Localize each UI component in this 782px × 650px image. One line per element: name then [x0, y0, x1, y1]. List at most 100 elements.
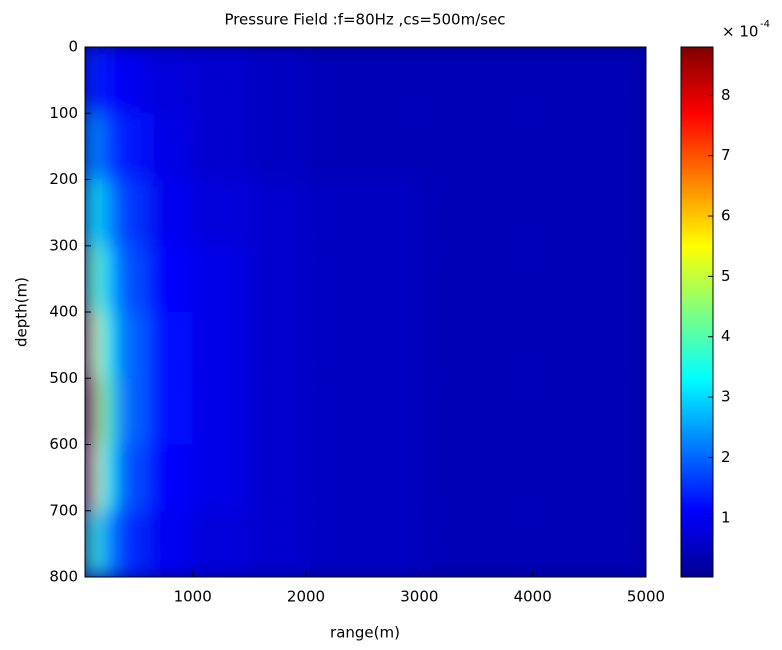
heatmap-cell [249, 312, 306, 379]
heatmap-cell [147, 179, 193, 246]
heatmap-cell [147, 444, 193, 511]
heatmap-cell [306, 378, 420, 445]
colorbar-tick-label: 8 [721, 86, 731, 104]
y-tick-label: 200 [49, 170, 78, 188]
heatmap-cell [192, 47, 250, 114]
heatmap-cell [96, 245, 114, 312]
heatmap-field [85, 47, 646, 577]
heatmap-cell [532, 444, 646, 511]
colorbar-tick-label: 7 [721, 146, 731, 164]
heatmap-cell [306, 179, 420, 246]
heatmap-cell [96, 510, 114, 577]
colorbar [680, 46, 714, 578]
y-tick-label: 800 [49, 568, 78, 586]
heatmap-cell [306, 510, 420, 577]
colorbar-tick-label: 3 [721, 388, 731, 406]
colorbar-tick-label: 5 [721, 267, 731, 285]
x-tick-label: 1000 [174, 588, 212, 606]
heatmap-cell [306, 113, 420, 180]
heatmap-cell [192, 510, 250, 577]
heatmap-cell [147, 312, 193, 379]
heatmap-cell [532, 113, 646, 180]
heatmap-cells [85, 47, 646, 577]
heatmap-cell [85, 179, 97, 246]
heatmap-cell [147, 510, 193, 577]
y-tick-label: 300 [49, 236, 78, 254]
heatmap-cell [113, 245, 148, 312]
heatmap-cell [532, 245, 646, 312]
heatmap-cell [419, 179, 533, 246]
colorbar-tick-label: 2 [721, 448, 731, 466]
heatmap-cell [96, 113, 114, 180]
y-tick-label: 0 [68, 38, 78, 56]
heatmap-cell [249, 444, 306, 511]
heatmap-cell [532, 47, 646, 114]
heatmap-cell [532, 378, 646, 445]
x-tick-label: 3000 [400, 588, 438, 606]
x-tick-label: 2000 [287, 588, 325, 606]
heatmap-cell [532, 312, 646, 379]
heatmap-cell [306, 444, 420, 511]
heatmap-cell [85, 312, 97, 379]
heatmap-cell [249, 113, 306, 180]
heatmap-cell [419, 444, 533, 511]
heatmap-cell [249, 510, 306, 577]
heatmap-cell [96, 312, 114, 379]
colorbar-exponent: -4 [760, 19, 770, 30]
heatmap-cell [192, 444, 250, 511]
heatmap-cell [113, 312, 148, 379]
heatmap-cell [192, 312, 250, 379]
heatmap-cell [113, 444, 148, 511]
y-tick-label: 700 [49, 501, 78, 519]
heatmap-cell [96, 179, 114, 246]
heatmap-cell [147, 378, 193, 445]
y-axis-label: depth(m) [13, 277, 31, 347]
heatmap-cell [192, 179, 250, 246]
x-tick-label: 5000 [627, 588, 665, 606]
heatmap-cell [306, 312, 420, 379]
heatmap-cell [192, 245, 250, 312]
heatmap-cell [96, 47, 114, 114]
colorbar-tick-label: 4 [721, 327, 731, 345]
heatmap-cell [113, 510, 148, 577]
y-tick-label: 100 [49, 104, 78, 122]
heatmap-cell [419, 47, 533, 114]
heatmap-cell [419, 510, 533, 577]
heatmap-cell [419, 113, 533, 180]
heatmap-cell [419, 378, 533, 445]
heatmap-cell [249, 179, 306, 246]
heatmap-cell [113, 179, 148, 246]
heatmap-cell [249, 47, 306, 114]
heatmap-cell [249, 245, 306, 312]
heatmap-cell [419, 312, 533, 379]
heatmap-cell [85, 510, 97, 577]
heatmap-cell [113, 47, 148, 114]
chart-title: Pressure Field :f=80Hz ,cs=500m/sec [224, 11, 505, 29]
y-tick-label: 500 [49, 369, 78, 387]
heatmap-cell [85, 378, 97, 445]
x-tick-label: 4000 [514, 588, 552, 606]
heatmap-cell [85, 444, 97, 511]
heatmap-cell [419, 245, 533, 312]
heatmap-cell [96, 444, 114, 511]
heatmap-cell [306, 47, 420, 114]
heatmap-cell [147, 245, 193, 312]
heatmap-cell [192, 113, 250, 180]
heatmap-cell [85, 113, 97, 180]
heatmap-cell [113, 378, 148, 445]
colorbar-multiplier: × 10 [722, 23, 758, 41]
colorbar-tick-label: 6 [721, 207, 731, 225]
y-tick-label: 600 [49, 435, 78, 453]
heatmap-cell [532, 510, 646, 577]
heatmap-cell [192, 378, 250, 445]
y-tick-label: 400 [49, 303, 78, 321]
heatmap-cell [96, 378, 114, 445]
heatmap-cell [113, 113, 148, 180]
heatmap-cell [147, 113, 193, 180]
heatmap-cell [532, 179, 646, 246]
heatmap-cell [85, 47, 97, 114]
heatmap-cell [85, 245, 97, 312]
colorbar-tick-label: 1 [721, 508, 731, 526]
x-axis-label: range(m) [330, 624, 400, 642]
